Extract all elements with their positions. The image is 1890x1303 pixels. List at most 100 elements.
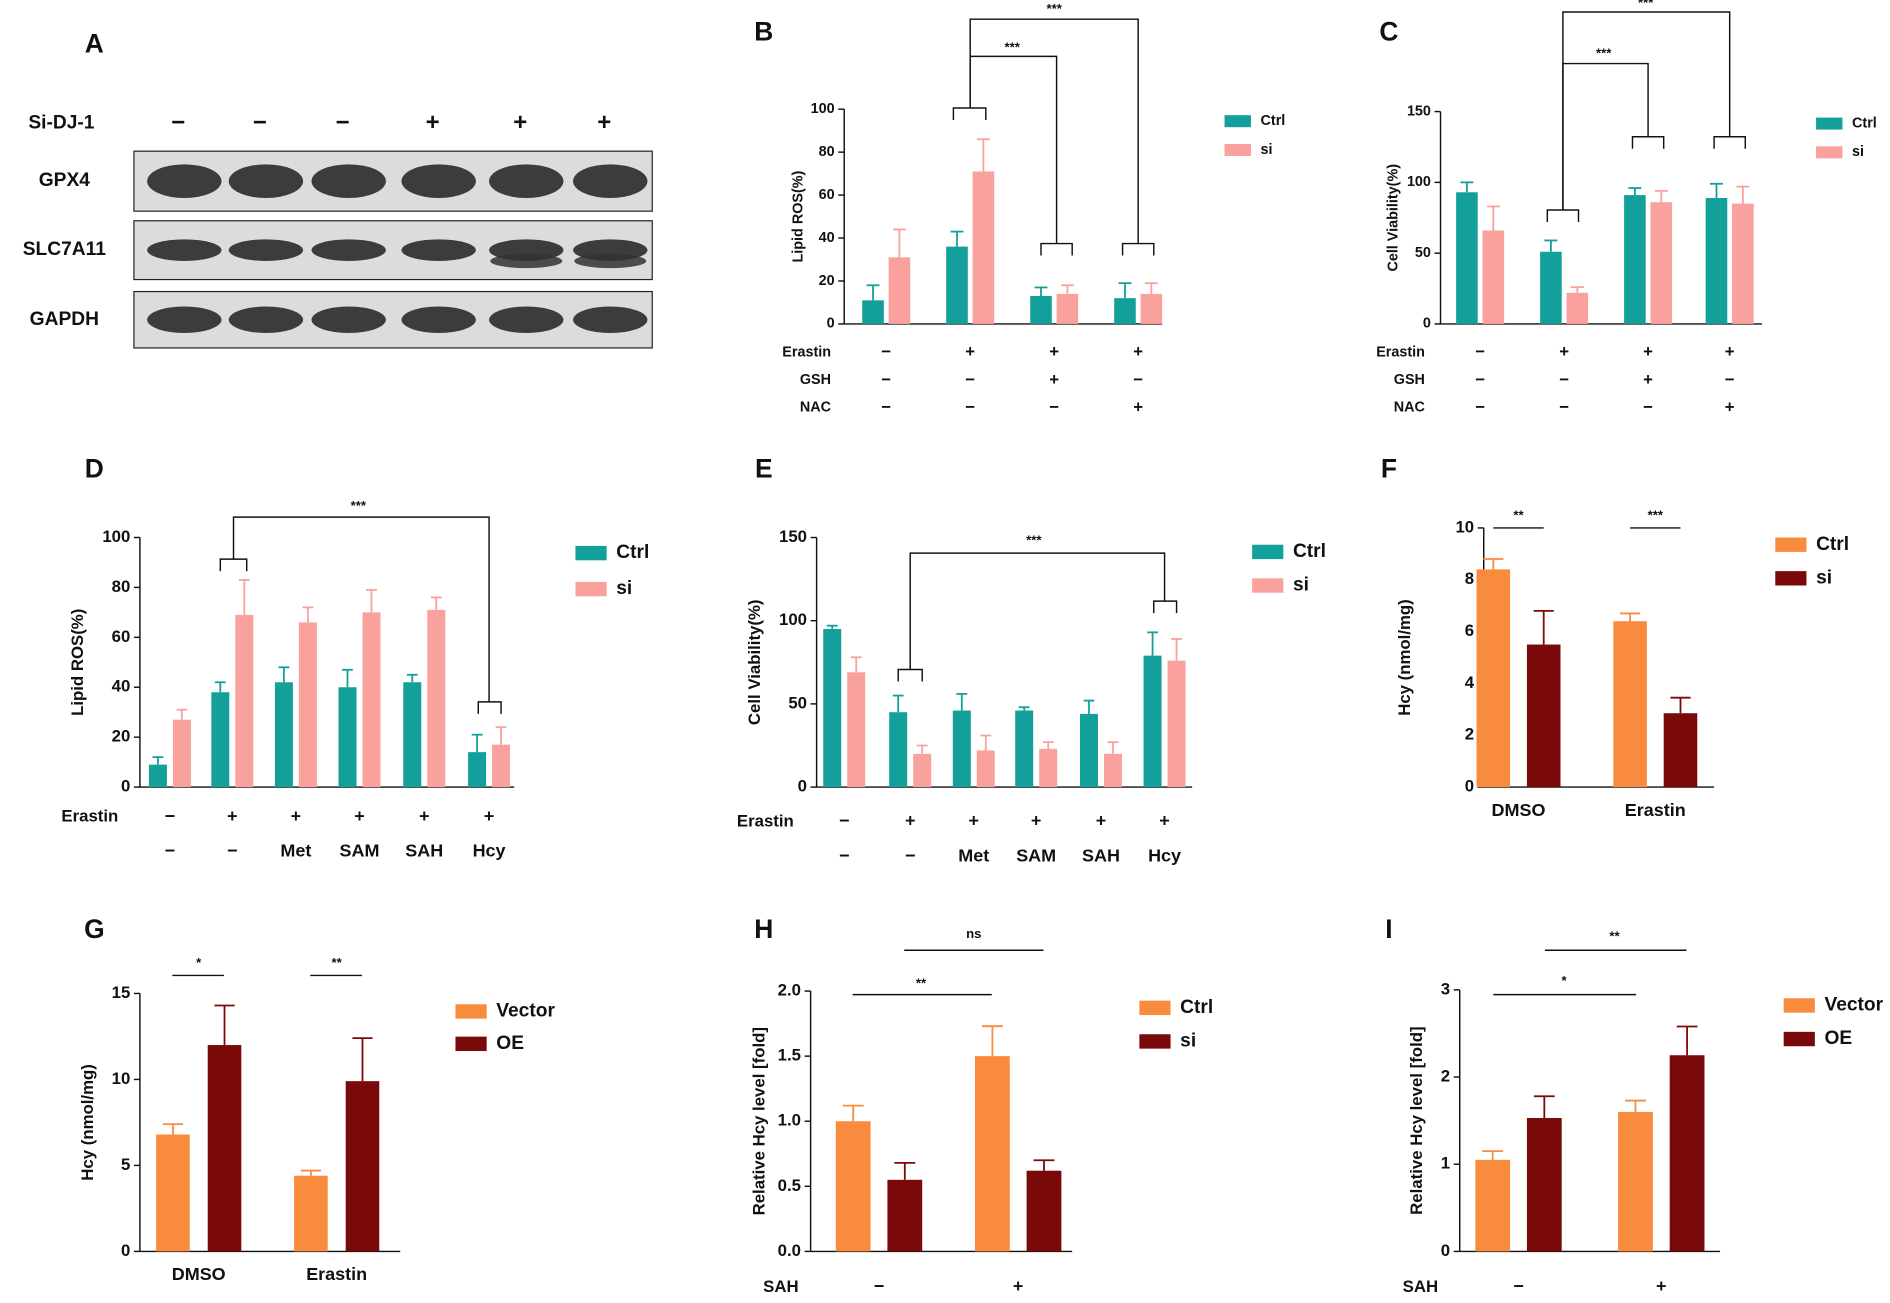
- bar: [1669, 1055, 1705, 1252]
- bar: [172, 719, 191, 788]
- condition-sign: −: [171, 109, 185, 136]
- condition-value: −: [839, 811, 850, 831]
- condition-value: +: [969, 811, 980, 831]
- y-tick-label: 100: [779, 610, 807, 629]
- y-tick-label: 6: [1465, 621, 1474, 640]
- legend-swatch: [1224, 143, 1251, 156]
- significance-label: **: [1513, 507, 1524, 522]
- bar: [913, 753, 932, 788]
- significance-bracket: [897, 668, 923, 682]
- condition-value: −: [165, 841, 176, 861]
- y-axis-label: Relative Hcy level [fold]: [750, 1027, 769, 1215]
- condition-label: NAC: [800, 400, 831, 416]
- panel-letter: H: [754, 914, 773, 944]
- bar: [207, 1045, 242, 1252]
- legend-swatch: [575, 581, 607, 597]
- bar: [274, 682, 293, 788]
- panel-letter: I: [1385, 914, 1392, 944]
- category-label: DMSO: [172, 1264, 226, 1284]
- significance-line: [969, 55, 1058, 244]
- significance-label: *: [1562, 973, 1568, 988]
- significance-label: ***: [1046, 1, 1062, 16]
- significance-label: ns: [966, 926, 981, 941]
- significance-line: [232, 516, 490, 702]
- condition-label: Si-DJ-1: [28, 113, 94, 134]
- legend-label: OE: [1824, 1028, 1852, 1049]
- y-tick-label: 10: [112, 1069, 131, 1088]
- y-tick-label: 0: [1441, 1241, 1450, 1260]
- significance-bracket: [1040, 242, 1073, 256]
- significance-label: ***: [1004, 39, 1020, 54]
- condition-value: −: [839, 845, 850, 865]
- bar: [1167, 660, 1186, 788]
- significance-label: **: [916, 975, 927, 990]
- legend-label: si: [1293, 575, 1309, 596]
- bar: [976, 750, 995, 788]
- bar: [1613, 621, 1647, 788]
- significance-bracket: [219, 558, 248, 572]
- bar: [1114, 298, 1136, 324]
- condition-value: Met: [280, 841, 311, 861]
- condition-value: +: [1643, 342, 1653, 361]
- condition-value: +: [291, 806, 302, 826]
- legend-swatch: [455, 1004, 487, 1019]
- condition-label: SAH: [1403, 1277, 1438, 1296]
- condition-value: −: [1725, 370, 1735, 389]
- significance-bracket: [1121, 242, 1155, 256]
- condition-sign: +: [426, 109, 440, 136]
- y-tick-label: 50: [788, 693, 807, 712]
- legend-label: si: [1852, 144, 1864, 160]
- blot-band: [228, 239, 304, 261]
- legend-label: Vector: [496, 1001, 555, 1022]
- y-tick-label: 40: [112, 677, 131, 696]
- blot-band: [147, 164, 222, 198]
- condition-value: +: [484, 806, 495, 826]
- y-tick-label: 40: [819, 230, 835, 246]
- blot-band: [311, 306, 386, 333]
- condition-value: −: [1475, 342, 1485, 361]
- bar: [888, 257, 911, 324]
- condition-label: SAH: [763, 1277, 798, 1296]
- significance-label: ***: [1596, 45, 1612, 60]
- condition-value: +: [1031, 811, 1042, 831]
- condition-value: Hcy: [473, 841, 506, 861]
- y-tick-label: 1.5: [778, 1046, 801, 1065]
- y-tick-label: 4: [1465, 673, 1475, 692]
- y-tick-label: 2.0: [778, 980, 801, 999]
- blot-band: [573, 306, 648, 333]
- legend-label: Ctrl: [1180, 997, 1213, 1018]
- bar: [974, 1056, 1010, 1252]
- significance-label: *: [196, 955, 202, 970]
- y-axis-label: Lipid ROS(%): [68, 609, 87, 716]
- y-tick-label: 1: [1441, 1154, 1450, 1173]
- y-tick-label: 0: [827, 316, 835, 332]
- y-tick-label: 100: [1407, 174, 1431, 190]
- significance-label: **: [1609, 929, 1620, 944]
- bar: [1482, 230, 1505, 324]
- y-axis-label: Lipid ROS(%): [790, 170, 806, 262]
- bar: [972, 171, 995, 324]
- y-tick-label: 10: [1455, 517, 1474, 536]
- condition-value: +: [1159, 811, 1170, 831]
- bar: [952, 710, 971, 788]
- blot-band: [401, 164, 476, 198]
- condition-value: SAM: [340, 841, 380, 861]
- condition-value: +: [1049, 370, 1059, 389]
- condition-value: −: [874, 1276, 885, 1296]
- panel-letter: A: [85, 29, 104, 59]
- y-tick-label: 2: [1441, 1066, 1450, 1085]
- significance-bracket: [477, 701, 502, 714]
- y-tick-label: 100: [102, 527, 130, 546]
- category-label: Erastin: [306, 1264, 367, 1284]
- bar: [1140, 293, 1163, 324]
- significance-line: [1562, 11, 1731, 210]
- bar: [1650, 202, 1673, 324]
- condition-value: −: [1049, 397, 1059, 416]
- legend-swatch: [575, 545, 607, 561]
- bar: [345, 1081, 380, 1252]
- condition-value: −: [1643, 397, 1653, 416]
- blot-row-label: GAPDH: [30, 309, 99, 330]
- legend-swatch: [1252, 578, 1284, 593]
- condition-value: +: [354, 806, 365, 826]
- condition-value: −: [227, 841, 238, 861]
